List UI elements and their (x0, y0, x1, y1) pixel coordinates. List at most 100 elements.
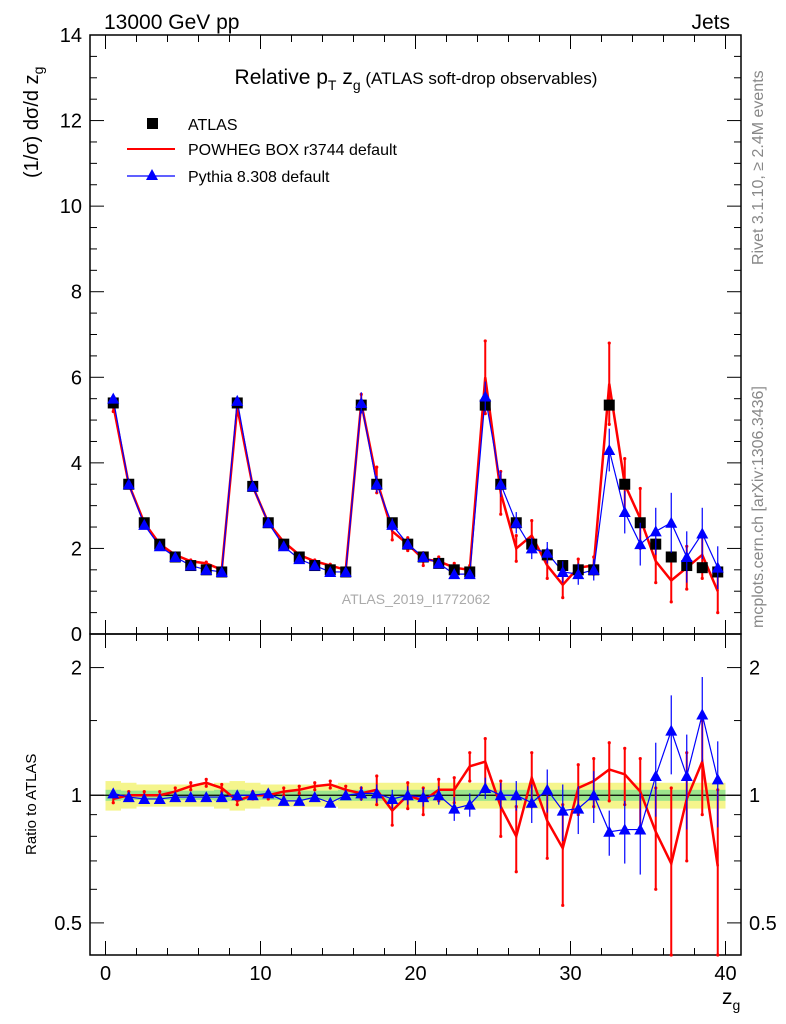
powheg-error-cap (654, 581, 658, 585)
pythia-point (246, 480, 259, 492)
main-axis-ticks: 0 2 4 6 8 10 12 14 (60, 25, 741, 646)
powheg-error-cap (483, 412, 487, 416)
ratio-panel: 0.5 0.51 12 20 10 20 30 40 Ratio to ATLAS zg (23, 633, 777, 1013)
pythia-point (231, 394, 244, 406)
pythia-point (587, 563, 600, 575)
ratio-pythia-point (525, 796, 538, 808)
ratio-pythia-point (479, 782, 492, 794)
ratio-powheg-error-cap (189, 781, 193, 785)
x-tick-label: 20 (404, 963, 426, 985)
ratio-powheg-error-cap (654, 887, 658, 891)
y-tick-label: 2 (71, 538, 82, 560)
pythia-point (122, 478, 135, 490)
powheg-error-cap (592, 555, 596, 559)
ratio-powheg-error-cap (592, 757, 596, 761)
ratio-powheg-error-cap (375, 774, 379, 778)
pythia-point (386, 518, 399, 530)
ratio-powheg-error-cap (406, 781, 410, 785)
ratio-y-tick-label: 1 (71, 785, 82, 807)
pythia-point (696, 527, 709, 539)
ratio-pythia-point (339, 789, 352, 801)
powheg-error-cap (406, 548, 410, 553)
ratio-pythia-point (262, 787, 275, 799)
ratio-y-axis-label: Ratio to ATLAS (23, 754, 40, 855)
powheg-error-cap (390, 538, 394, 542)
ratio-pythia-point (649, 770, 662, 782)
ratio-powheg-error-cap (282, 786, 286, 790)
pythia-line (112, 396, 719, 575)
powheg-error-cap (545, 576, 549, 580)
pythia-point (463, 568, 476, 580)
ratio-pythia-point (386, 792, 399, 804)
ratio-powheg-error-cap (623, 746, 627, 750)
pythia-point (448, 568, 461, 580)
powheg-error-cap (638, 486, 642, 491)
ratio-powheg-error-cap (406, 806, 410, 811)
atlas-point (619, 478, 631, 490)
ratio-pythia-point (324, 796, 337, 808)
pythia-point (494, 478, 507, 490)
mcplots-label: mcplots.cern.ch [arXiv:1306.3436] (750, 386, 767, 628)
ratio-powheg-error-cap (328, 779, 332, 783)
ratio-pythia-point (541, 783, 554, 795)
ratio-powheg-error-cap (313, 788, 317, 792)
pythia-point (324, 565, 337, 577)
main-panel: 0 2 4 6 8 10 12 14 ATLAS_2019_I1772062 Relative… (21, 25, 742, 646)
header-right: Jets (691, 11, 730, 34)
ratio-powheg-error-cap (173, 786, 177, 790)
pythia-point (370, 478, 383, 490)
pythia-point (401, 538, 414, 550)
ratio-powheg-error-cap (607, 799, 611, 803)
ratio-pythia-point (587, 789, 600, 801)
x-tick-label: 10 (249, 963, 271, 985)
ratio-pythia-point (184, 791, 197, 803)
x-tick-label: 0 (100, 963, 111, 985)
pythia-point (649, 525, 662, 537)
ratio-pythia-line (113, 714, 719, 833)
ratio-pythia-point (463, 798, 476, 810)
ratio-pythia-point (215, 791, 228, 803)
powheg-error-cap (406, 536, 410, 540)
pythia-point (556, 565, 569, 577)
ratio-pythia-point (680, 770, 693, 782)
ratio-pythia-point (122, 791, 135, 803)
ratio-powheg-error-cap (468, 779, 472, 783)
y-tick-label: 14 (60, 25, 82, 47)
ratio-powheg-error-cap (716, 953, 720, 957)
powheg-error-cap (111, 409, 115, 414)
x-tick-label: 40 (714, 963, 736, 985)
rivet-label: Rivet 3.1.10, ≥ 2.4M events (750, 70, 767, 265)
pythia-point (665, 516, 678, 528)
powheg-error-cap (700, 576, 704, 580)
pythia-point (153, 540, 166, 552)
powheg-error-cap (437, 555, 441, 559)
ratio-pythia-point (293, 794, 306, 806)
ratio-pythia-point (231, 789, 244, 801)
ratio-pythia-point (448, 802, 461, 814)
ratio-pythia-point (510, 789, 523, 801)
atlas-point (665, 551, 677, 563)
atlas-point (696, 562, 708, 574)
ratio-pythia-point (169, 791, 182, 803)
ratio-powheg-error-cap (499, 834, 503, 838)
pythia-point (541, 546, 554, 558)
ratio-powheg-error-cap (483, 737, 487, 741)
y-tick-label: 4 (71, 453, 82, 475)
ratio-powheg-error-cap (204, 777, 208, 781)
ratio-pythia-point (556, 804, 569, 816)
atlas-point (603, 399, 615, 411)
powheg-error-cap (421, 563, 425, 568)
ratio-pythia-point (665, 724, 678, 736)
ratio-pythia-point (277, 794, 290, 806)
ratio-powheg-error-cap (189, 788, 193, 792)
legend: ATLAS POWHEG BOX r3744 default Pythia 8.… (127, 117, 398, 186)
ratio-pythia-point (432, 789, 445, 801)
powheg-error-cap (561, 596, 565, 600)
ratio-powheg-error-cap (142, 789, 146, 794)
ratio-powheg-error-cap (530, 751, 534, 755)
ratio-pythia-point (634, 823, 647, 835)
ratio-axis-ticks: 0.5 0.51 12 20 10 20 30 40 (54, 634, 777, 985)
ratio-y-tick-label-right: 0.5 (749, 913, 777, 935)
ratio-pythia-point (572, 802, 585, 814)
